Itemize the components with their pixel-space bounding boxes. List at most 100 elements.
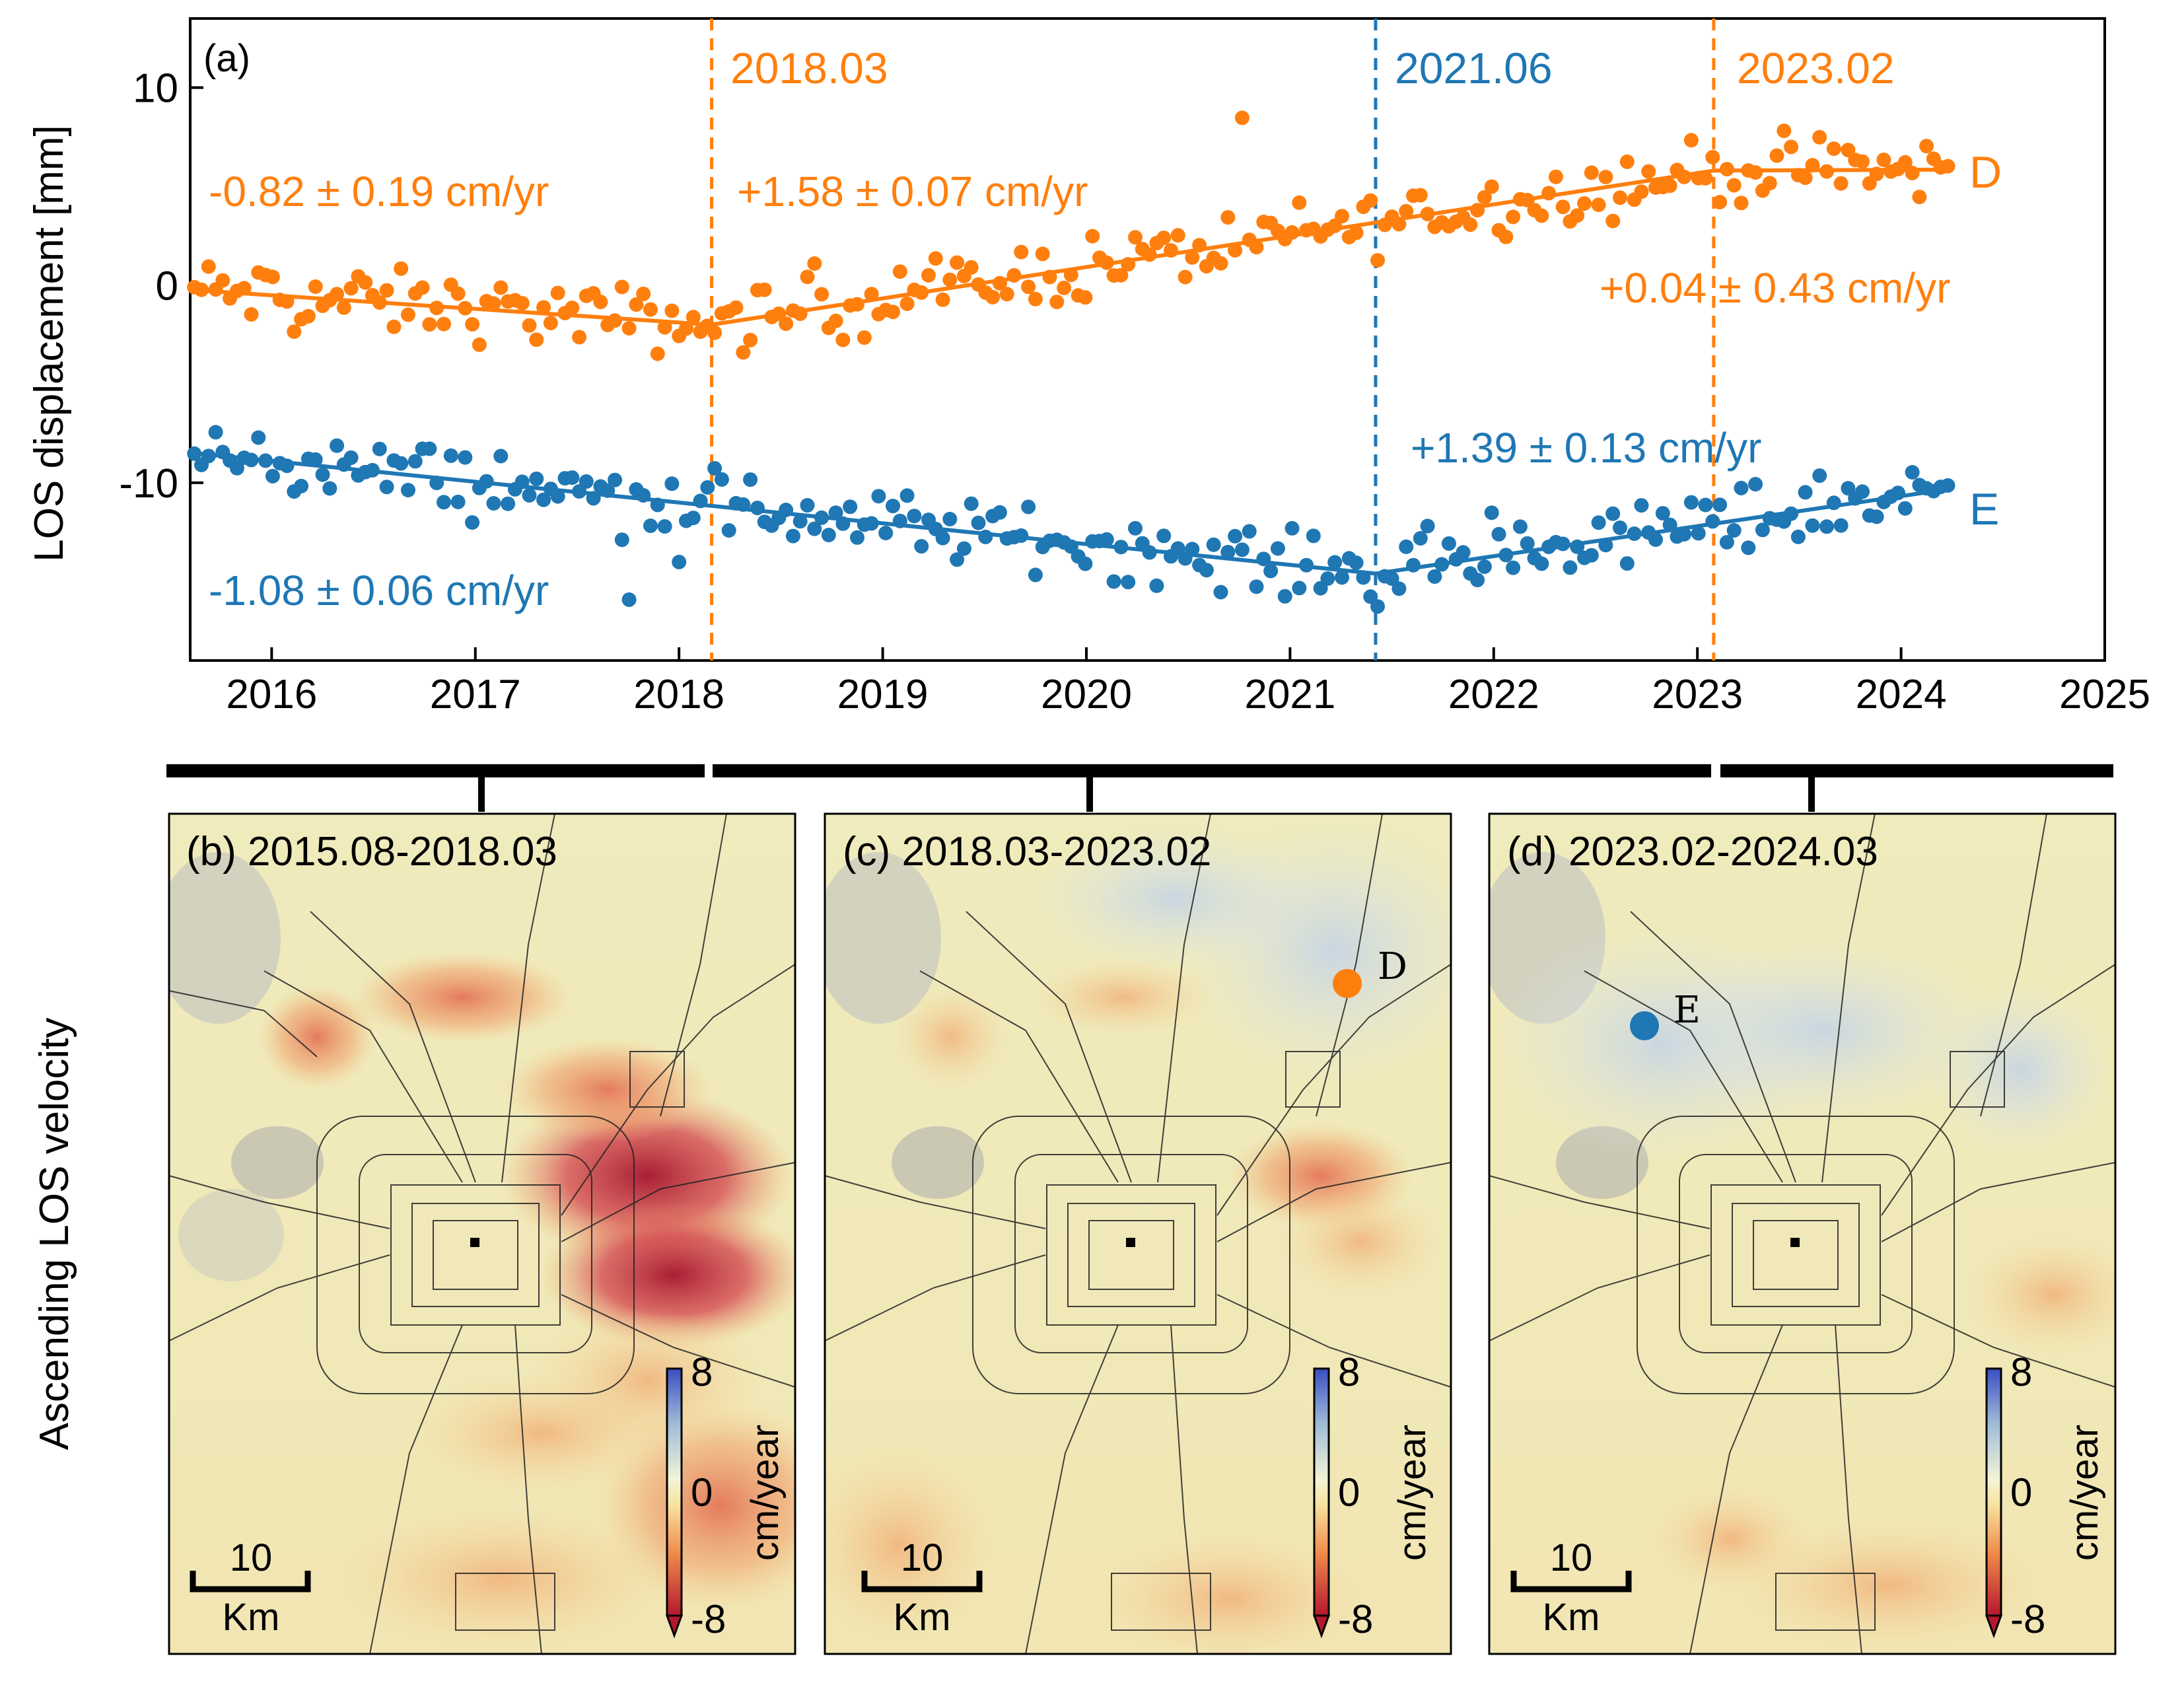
point-d (300, 308, 316, 324)
panel-a-label: (a) (203, 37, 250, 80)
point-d (1063, 268, 1078, 283)
point-e (1940, 478, 1955, 493)
point-e (750, 501, 765, 515)
rate-d-3: +0.04 ± 0.43 cm/yr (1600, 264, 1950, 312)
point-e (1677, 526, 1692, 542)
point-e (950, 552, 965, 567)
point-e (187, 446, 202, 461)
point-d (1784, 139, 1799, 155)
point-e (501, 496, 516, 511)
point-e (1234, 542, 1250, 557)
point-e (714, 472, 729, 487)
point-d (1855, 154, 1870, 169)
x-tick-label: 2022 (1448, 672, 1539, 717)
point-e (907, 509, 922, 524)
point-e (978, 529, 993, 544)
point-d-label: D (1378, 945, 1407, 988)
point-e (1292, 581, 1307, 596)
point-d (1548, 169, 1563, 184)
point-e (1406, 557, 1421, 573)
point-d (857, 330, 872, 345)
point-e (1755, 522, 1770, 538)
point-d (636, 286, 651, 301)
point-d (1940, 159, 1955, 174)
point-d (1591, 197, 1606, 213)
period-bar-3-tick (1808, 777, 1815, 812)
point-e (1613, 520, 1627, 535)
point-d (379, 283, 394, 298)
point-d (964, 260, 979, 275)
point-d (1498, 229, 1514, 244)
point-d (593, 295, 608, 310)
point-e (1356, 570, 1371, 585)
point-d (950, 255, 965, 270)
point-d (1520, 192, 1535, 207)
point-e (1199, 563, 1214, 578)
point-d (422, 317, 437, 332)
point-e (1520, 536, 1535, 551)
breakpoint-lines (710, 18, 1716, 661)
point-d (279, 294, 295, 309)
point-e (1484, 505, 1499, 520)
x-tick-label: 2020 (1041, 672, 1132, 717)
point-e (1563, 560, 1578, 575)
point-e (600, 483, 616, 498)
point-e (514, 474, 530, 489)
point-d (686, 310, 701, 325)
point-d (465, 317, 480, 332)
point-d (1534, 208, 1549, 223)
point-d (1897, 155, 1913, 170)
point-e (579, 474, 594, 489)
period-bar-1-tick (478, 777, 485, 812)
point-d (1819, 164, 1834, 179)
point-d (450, 286, 466, 301)
point-e (743, 472, 758, 487)
point-e-marker (1630, 1011, 1659, 1040)
point-e (1121, 575, 1136, 590)
point-e (437, 495, 451, 510)
scalebar-b-unit: Km (223, 1596, 280, 1639)
point-d (886, 304, 900, 320)
point-e (1662, 517, 1677, 532)
point-e (1726, 523, 1742, 538)
point-e (672, 554, 687, 569)
point-e (1833, 518, 1849, 533)
point-d (1349, 225, 1364, 240)
point-d (1014, 244, 1029, 260)
point-e (1891, 485, 1905, 501)
point-d (1035, 246, 1050, 262)
point-e (608, 472, 622, 487)
point-d (1541, 186, 1557, 201)
point-e (942, 511, 958, 526)
y-axis-label: LOS displacement [mm] (26, 125, 72, 562)
point-d (629, 297, 644, 312)
point-e (1228, 528, 1243, 544)
point-e (586, 491, 601, 506)
period-bar-2 (713, 764, 1711, 777)
period-bar-3 (1720, 764, 2113, 777)
point-e (1028, 567, 1043, 583)
x-tick-label: 2024 (1856, 672, 1947, 717)
point-d (743, 332, 758, 347)
colorbar-d-label: cm/year (2063, 1425, 2106, 1561)
point-d (1420, 207, 1435, 221)
point-e (1698, 497, 1713, 513)
x-tick-label: 2021 (1244, 672, 1335, 717)
point-d (664, 303, 680, 318)
point-e (1413, 531, 1428, 546)
point-d (1463, 217, 1478, 232)
point-d (892, 264, 907, 279)
point-e (1570, 539, 1585, 554)
rate-e-1: -1.08 ± 0.06 cm/yr (209, 567, 549, 614)
point-e (700, 480, 715, 495)
y-tick-label: -10 (119, 461, 178, 507)
point-e (1263, 563, 1279, 579)
y-tick-label: 0 (156, 264, 178, 309)
point-e (529, 471, 544, 486)
point-e (1249, 579, 1264, 594)
point-e (394, 456, 409, 471)
point-d (486, 296, 501, 311)
point-e (835, 516, 851, 531)
point-e (1819, 519, 1834, 534)
scalebar-b-value: 10 (230, 1536, 273, 1579)
